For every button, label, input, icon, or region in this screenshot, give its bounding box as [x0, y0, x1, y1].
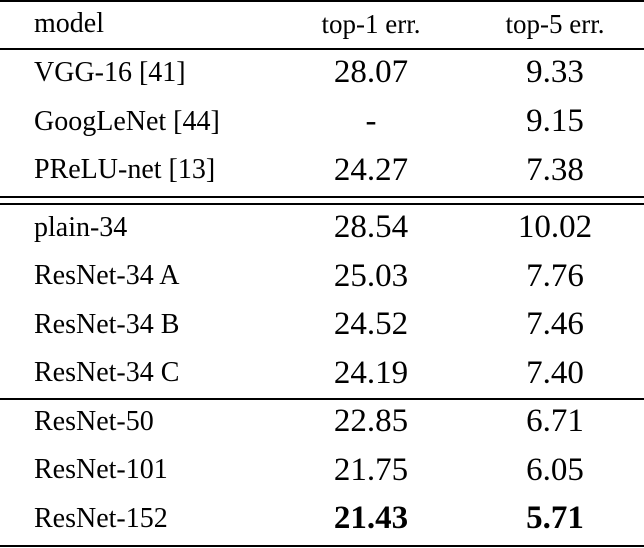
model-cell: ResNet-34 A	[34, 260, 180, 292]
table-row: ResNet-34 B 24.52 7.46	[0, 301, 644, 350]
top5-cell: 6.71	[526, 403, 584, 440]
model-cell: GoogLeNet [44]	[34, 105, 220, 137]
top1-column-header: top-1 err.	[321, 8, 421, 39]
top-rule	[0, 0, 644, 2]
bottom-rule	[0, 545, 644, 547]
header-row: model top-1 err. top-5 err.	[0, 0, 644, 48]
header-rule	[0, 48, 644, 50]
top5-cell: 9.33	[526, 54, 584, 91]
top1-cell: 24.52	[333, 306, 409, 343]
top5-column-header: top-5 err.	[505, 8, 605, 39]
table-row: ResNet-34 C 24.19 7.40	[0, 349, 644, 398]
top1-cell: 21.75	[333, 451, 409, 488]
top5-cell: 7.40	[526, 354, 584, 391]
top1-cell: 22.85	[333, 403, 409, 440]
spacer-cell	[0, 195, 644, 204]
table-row: GoogLeNet [44] - 9.15	[0, 98, 644, 147]
model-cell: PReLU-net [13]	[34, 154, 216, 186]
model-cell: VGG-16 [41]	[34, 57, 186, 89]
group-separator-rule	[0, 398, 644, 400]
table-row: VGG-16 [41] 28.07 9.33	[0, 48, 644, 98]
top1-cell: 24.27	[333, 151, 409, 188]
top1-cell: 28.07	[333, 54, 409, 91]
model-cell: plain-34	[34, 211, 128, 243]
model-cell: ResNet-34 B	[34, 308, 180, 340]
model-cell: ResNet-101	[34, 454, 168, 486]
table-row: PReLU-net [13] 24.27 7.38	[0, 146, 644, 195]
model-column-header: model	[34, 8, 104, 39]
top1-cell: 25.03	[333, 257, 409, 294]
double-rule-lower	[0, 203, 644, 205]
table-row: ResNet-34 A 25.03 7.76	[0, 252, 644, 301]
top5-cell: 7.38	[526, 151, 584, 188]
table-row: ResNet-152 21.43 5.71	[0, 495, 644, 544]
top5-cell: 10.02	[517, 209, 593, 246]
top1-cell: -	[365, 103, 377, 140]
table-row: plain-34 28.54 10.02	[0, 204, 644, 253]
double-rule-spacer	[0, 195, 644, 204]
model-cell: ResNet-152	[34, 502, 168, 534]
table-row: ResNet-50 22.85 6.71	[0, 398, 644, 447]
top5-cell: 9.15	[526, 103, 584, 140]
top1-cell: 24.19	[333, 354, 409, 391]
top5-cell: 6.05	[526, 451, 584, 488]
double-rule-upper	[0, 196, 644, 198]
model-cell: ResNet-34 C	[34, 357, 180, 389]
top1-cell: 28.54	[333, 209, 409, 246]
top1-cell-best: 21.43	[333, 500, 409, 537]
model-cell: ResNet-50	[34, 405, 154, 437]
top5-cell-best: 5.71	[526, 500, 584, 537]
table-row: ResNet-101 21.75 6.05	[0, 446, 644, 495]
top5-cell: 7.76	[526, 257, 584, 294]
top5-cell: 7.46	[526, 306, 584, 343]
